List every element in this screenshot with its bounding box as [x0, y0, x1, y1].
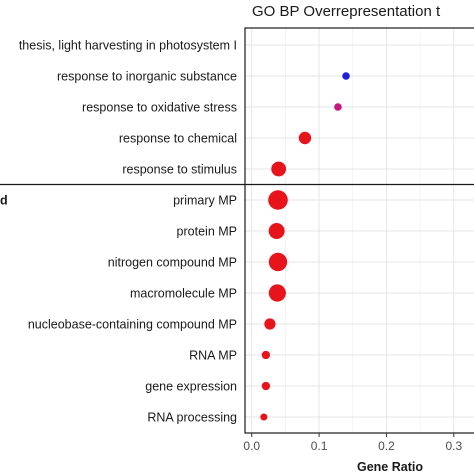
category-label: RNA processing [147, 411, 237, 425]
category-label: primary MP [173, 194, 237, 208]
category-label: response to inorganic substance [57, 70, 237, 84]
data-point [271, 161, 287, 177]
data-point [268, 284, 286, 302]
data-point [261, 381, 271, 391]
category-label: response to stimulus [122, 163, 237, 177]
x-tick-label: 0.0 [243, 439, 260, 453]
category-label: gene expression [145, 380, 237, 394]
x-tick-label: 0.2 [378, 439, 395, 453]
category-label: RNA MP [189, 349, 237, 363]
data-point [298, 131, 312, 145]
x-axis-title: Gene Ratio [357, 460, 423, 474]
category-label: macromolecule MP [130, 287, 237, 301]
data-point [261, 350, 271, 360]
data-point [264, 318, 276, 330]
data-point [260, 413, 268, 421]
category-label: protein MP [177, 225, 237, 239]
x-tick-label: 0.3 [445, 439, 462, 453]
group-label: d [0, 194, 8, 208]
category-label: response to oxidative stress [82, 101, 237, 115]
data-point [334, 103, 342, 111]
data-point [268, 252, 288, 272]
plot-panel [244, 27, 474, 434]
data-point [268, 223, 285, 239]
data-point [268, 190, 288, 210]
category-label: nucleobase-containing compound MP [28, 318, 237, 332]
data-point [342, 72, 350, 80]
category-label: thesis, light harvesting in photosystem … [19, 39, 237, 53]
x-tick-label: 0.1 [311, 439, 328, 453]
category-label: response to chemical [119, 132, 237, 146]
category-label: nitrogen compound MP [108, 256, 237, 270]
chart-title: GO BP Overrepresentation t [252, 3, 441, 20]
panel-border [244, 27, 474, 434]
